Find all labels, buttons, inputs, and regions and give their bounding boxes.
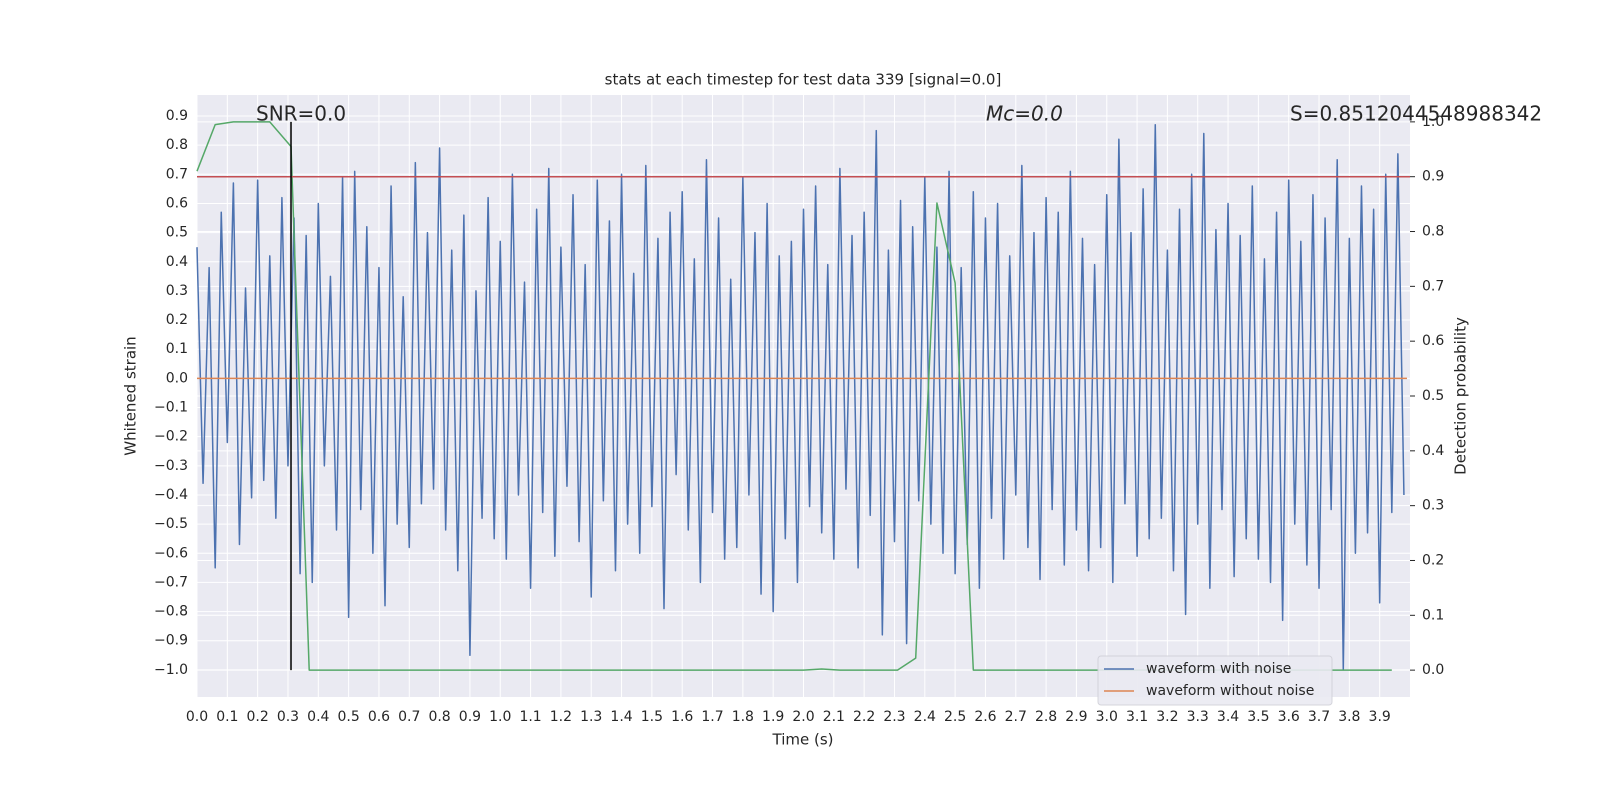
series-line [196,123,1405,671]
x-tick-label: 3.6 [1278,709,1300,725]
y-tick-label: 0.1 [166,341,188,357]
x-tick-label: 3.5 [1247,709,1269,725]
y-tick-label: 0.3 [166,283,188,299]
y-tick-label: −0.3 [154,458,188,474]
x-tick-label: 0.9 [459,709,481,725]
x-tick-label: 3.8 [1338,709,1360,725]
x-tick-label: 3.0 [1096,709,1118,725]
y2-tick-label: 0.1 [1422,607,1444,623]
x-tick-label: 1.8 [732,709,754,725]
marks [196,121,1410,671]
y-axis-label: Whitened strain [122,336,140,455]
y-tick-label: −0.8 [154,604,188,620]
x-tick-label: 0.6 [368,709,390,725]
x-tick-label: 1.7 [701,709,723,725]
x-tick-label: 0.7 [398,709,420,725]
x-tick-label: 1.2 [550,709,572,725]
y-tick-label: −0.7 [154,574,188,590]
x-tick-label: 2.8 [1035,709,1057,725]
y2-tick-label: 0.2 [1422,552,1444,568]
y-tick-label: 0.4 [166,254,188,270]
legend-label: waveform without noise [1146,683,1314,699]
x-tick-label: 0.5 [337,709,359,725]
y-tick-label: 0.2 [166,312,188,328]
annotation: S=0.8512044548988342 [1290,102,1542,126]
y2-tick-label: 0.6 [1422,333,1444,349]
y2-tick-label: 0.7 [1422,278,1444,294]
legend-box [1097,655,1333,706]
x-tick-label: 0.0 [186,709,208,725]
y-tick-label: −0.9 [154,633,188,649]
x-tick-label: 3.9 [1369,709,1391,725]
x-tick-label: 0.2 [247,709,269,725]
x-tick-label: 2.6 [974,709,996,725]
annotation: SNR=0.0 [256,102,346,126]
y2-tick-label: 0.8 [1422,224,1444,240]
y2-tick-label: 0.4 [1422,443,1444,459]
x-tick-label: 2.0 [792,709,814,725]
y2-tick-label: 0.9 [1422,169,1444,185]
grid [196,95,1410,697]
legend: waveform with noise waveform without noi… [1097,655,1333,706]
y-tick-label: 0.6 [166,195,188,211]
x-tick-label: 3.3 [1187,709,1209,725]
y2-tick-label: 0.3 [1422,498,1444,514]
y2-tick-label: 1.0 [1422,114,1444,130]
x-tick-label: 1.9 [762,709,784,725]
y2-tick-label: 0.0 [1422,662,1444,678]
y-tick-label: 0.7 [166,166,188,182]
x-tick-label: 2.5 [944,709,966,725]
x-tick-label: 1.3 [580,709,602,725]
x-tick-label: 2.1 [823,709,845,725]
x-tick-label: 3.7 [1308,709,1330,725]
x-tick-label: 1.4 [610,709,632,725]
y-tick-label: 0.5 [166,225,188,241]
series-line [196,121,1392,671]
x-tick-label: 2.9 [1065,709,1087,725]
x-tick-label: 0.1 [216,709,238,725]
y-tick-label: −0.6 [154,545,188,561]
y-tick-label: 0.0 [166,370,188,386]
x-tick-label: 1.5 [641,709,663,725]
y-tick-label: 0.9 [166,108,188,124]
legend-label: waveform with noise [1146,661,1291,677]
x-tick-label: 3.1 [1126,709,1148,725]
x-tick-label: 2.7 [1005,709,1027,725]
y2-tick-label: 0.5 [1422,388,1444,404]
x-tick-label: 1.0 [489,709,511,725]
x-tick-label: 1.6 [671,709,693,725]
x-tick-label: 2.4 [914,709,936,725]
y-tick-label: −1.0 [154,662,188,678]
x-tick-label: 0.8 [428,709,450,725]
x-tick-label: 2.2 [853,709,875,725]
x-tick-label: 2.3 [883,709,905,725]
y-tick-label: −0.1 [154,400,188,416]
y-tick-label: 0.8 [166,137,188,153]
labels: 0.0 0.1 0.2 0.3 0.4 0.5 0.6 0.7 0.8 0.9 1.0 1.1 1.2 1… [154,108,1444,725]
x-tick-label: 3.4 [1217,709,1239,725]
y2-axis-label: Detection probability [1452,317,1470,475]
x-tick-label: 0.3 [277,709,299,725]
x-tick-label: 3.2 [1156,709,1178,725]
y-tick-label: −0.4 [154,487,188,503]
y-tick-label: −0.2 [154,429,188,445]
y-tick-label: −0.5 [154,516,188,532]
x-tick-label: 1.1 [519,709,541,725]
x-axis-label: Time (s) [772,731,834,749]
chart-title: stats at each timestep for test data 339… [605,71,1002,89]
x-tick-label: 0.4 [307,709,329,725]
annotation: Mc=0.0 [986,102,1063,126]
